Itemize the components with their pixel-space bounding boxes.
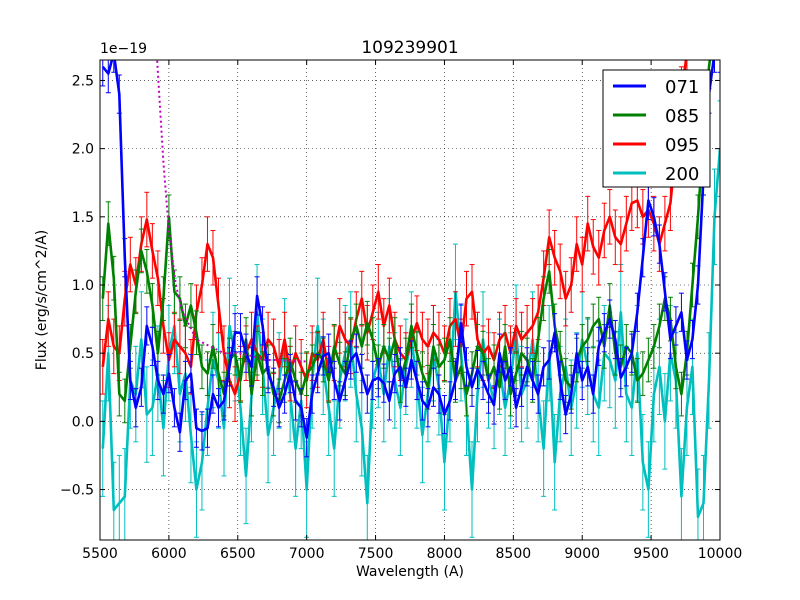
y-tick-label: 1.5 [72, 210, 94, 226]
x-tick-label: 6000 [151, 546, 187, 562]
x-tick-label: 7000 [289, 546, 325, 562]
x-tick-label: 9500 [633, 546, 669, 562]
series-071 [100, 60, 720, 458]
series-layer [100, 60, 720, 540]
y-offset-label: 1e−19 [100, 41, 147, 57]
x-tick-labels: 5500 6000 6500 7000 7500 8000 8500 9000 9500 1000… [82, 546, 742, 562]
x-tick-label: 7500 [358, 546, 394, 562]
y-tick-label: 0.0 [72, 414, 94, 430]
model-line [156, 60, 307, 363]
y-tick-label: 1.0 [72, 278, 94, 294]
x-tick-label: 8000 [427, 546, 463, 562]
plot-frame [99, 59, 721, 541]
x-tick-label: 9000 [564, 546, 600, 562]
series-model [156, 60, 307, 363]
x-axis-label: Wavelength (A) [356, 564, 464, 580]
chart-title: 109239901 [361, 38, 458, 58]
legend-label-085: 085 [665, 106, 699, 127]
series-line-071 [101, 60, 715, 440]
y-tick-label: 2.0 [72, 142, 94, 158]
legend-label-095: 095 [665, 135, 699, 156]
legend-label-200: 200 [665, 164, 699, 185]
y-tick-label: 0.5 [72, 346, 94, 362]
legend-label-071: 071 [665, 77, 699, 98]
y-tick-labels: −0.5 0.0 0.5 1.0 1.5 2.0 2.5 [60, 73, 94, 498]
y-axis-label: Flux (erg/s/cm^2/A) [34, 230, 50, 370]
axis-ticks [99, 60, 721, 540]
legend: 071 085 095 200 [602, 69, 711, 188]
x-tick-label: 10000 [698, 546, 743, 562]
x-tick-label: 6500 [220, 546, 256, 562]
y-tick-label: 2.5 [72, 73, 94, 89]
x-tick-label: 8500 [496, 546, 532, 562]
x-tick-label: 5500 [82, 546, 118, 562]
y-tick-label: −0.5 [60, 483, 94, 499]
legend-box [602, 69, 711, 188]
